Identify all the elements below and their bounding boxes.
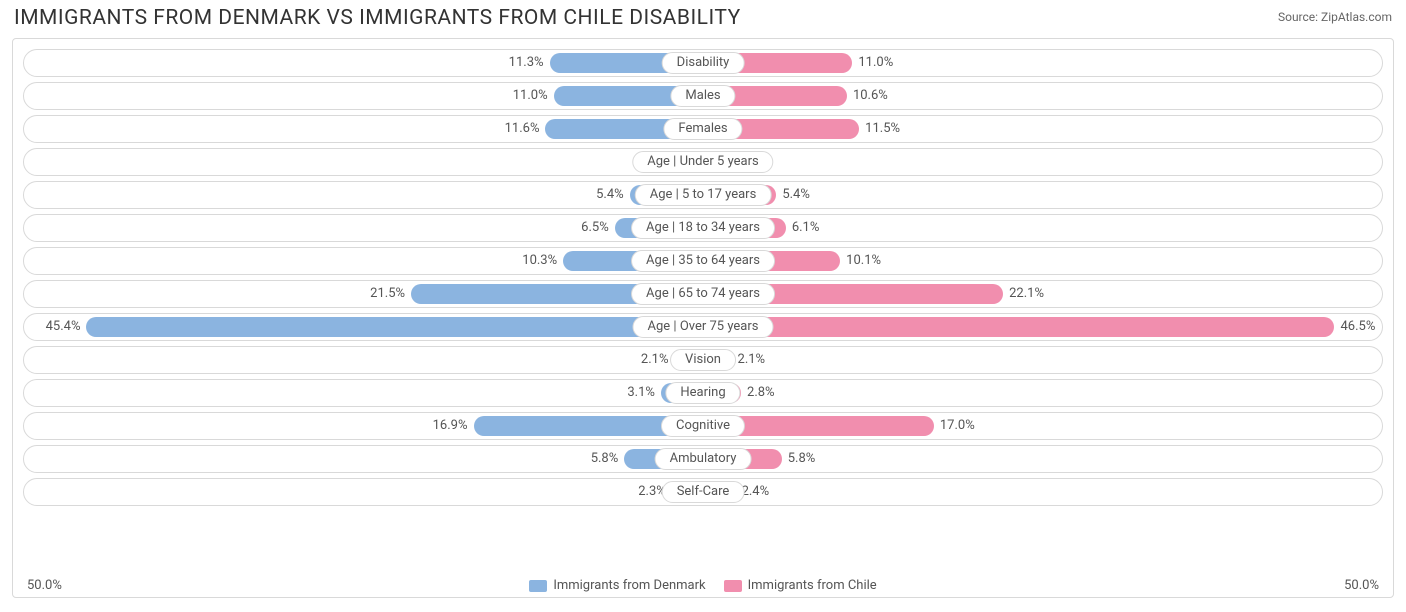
row-category-label: Age | 5 to 17 years bbox=[635, 184, 772, 206]
row-category-label: Self-Care bbox=[662, 481, 745, 503]
row-category-label: Age | 65 to 74 years bbox=[631, 283, 775, 305]
row-category-label: Females bbox=[663, 118, 742, 140]
value-label-left: 5.8% bbox=[591, 446, 625, 472]
value-label-left: 6.5% bbox=[581, 215, 615, 241]
row-track: 2.3%2.4%Self-Care bbox=[23, 478, 1383, 506]
value-label-right: 11.5% bbox=[859, 116, 900, 142]
value-label-right: 2.1% bbox=[732, 347, 766, 373]
row-category-label: Age | 35 to 64 years bbox=[631, 250, 775, 272]
row-track: 3.1% 2.8%Hearing bbox=[23, 379, 1383, 407]
row-track: 11.6% 11.5% Females bbox=[23, 115, 1383, 143]
row-track: 6.5% 6.1% Age | 18 to 34 years bbox=[23, 214, 1383, 242]
chart-frame: 11.3% 11.0% Disability 11.0% 10.6% Males 11.6%… bbox=[12, 38, 1394, 598]
value-label-right: 17.0% bbox=[934, 413, 975, 439]
row-category-label: Age | Under 5 years bbox=[632, 151, 773, 173]
chart-rows: 11.3% 11.0% Disability 11.0% 10.6% Males 11.6%… bbox=[23, 49, 1383, 572]
row-track: 2.1%2.1%Vision bbox=[23, 346, 1383, 374]
row-category-label: Ambulatory bbox=[655, 448, 752, 470]
legend-swatch-left bbox=[529, 580, 547, 592]
row-track: 5.8% 5.8% Ambulatory bbox=[23, 445, 1383, 473]
value-label-right: 10.1% bbox=[840, 248, 881, 274]
row-track: 1.1%1.3%Age | Under 5 years bbox=[23, 148, 1383, 176]
value-label-left: 11.6% bbox=[505, 116, 546, 142]
value-label-right: 10.6% bbox=[847, 83, 888, 109]
bar-left bbox=[86, 317, 703, 337]
value-label-right: 11.0% bbox=[852, 50, 893, 76]
value-label-right: 2.8% bbox=[741, 380, 775, 406]
value-label-left: 16.9% bbox=[433, 413, 474, 439]
legend-item-right: Immigrants from Chile bbox=[724, 578, 877, 593]
chart-title: IMMIGRANTS FROM DENMARK VS IMMIGRANTS FR… bbox=[14, 6, 741, 30]
row-category-label: Cognitive bbox=[661, 415, 745, 437]
row-track: 45.4% 46.5% Age | Over 75 years bbox=[23, 313, 1383, 341]
value-label-left: 21.5% bbox=[370, 281, 411, 307]
chart-footer: 50.0% Immigrants from Denmark Immigrants… bbox=[23, 572, 1383, 593]
value-label-right: 5.4% bbox=[776, 182, 810, 208]
row-track: 11.0% 10.6% Males bbox=[23, 82, 1383, 110]
value-label-left: 10.3% bbox=[522, 248, 563, 274]
row-category-label: Age | Over 75 years bbox=[633, 316, 774, 338]
value-label-right: 5.8% bbox=[782, 446, 816, 472]
row-category-label: Vision bbox=[670, 349, 736, 371]
legend-swatch-right bbox=[724, 580, 742, 592]
value-label-left: 11.0% bbox=[513, 83, 554, 109]
chart-source: Source: ZipAtlas.com bbox=[1278, 6, 1392, 24]
axis-label-left: 50.0% bbox=[27, 578, 62, 593]
row-track: 10.3% 10.1% Age | 35 to 64 years bbox=[23, 247, 1383, 275]
row-track: 21.5% 22.1% Age | 65 to 74 years bbox=[23, 280, 1383, 308]
value-label-right: 6.1% bbox=[786, 215, 820, 241]
row-track: 5.4% 5.4%Age | 5 to 17 years bbox=[23, 181, 1383, 209]
row-track: 11.3% 11.0% Disability bbox=[23, 49, 1383, 77]
legend-item-left: Immigrants from Denmark bbox=[529, 578, 705, 593]
legend-label-right: Immigrants from Chile bbox=[748, 578, 877, 593]
bar-right bbox=[703, 317, 1334, 337]
row-category-label: Age | 18 to 34 years bbox=[631, 217, 775, 239]
value-label-left: 5.4% bbox=[596, 182, 630, 208]
row-category-label: Disability bbox=[662, 52, 745, 74]
value-label-right: 22.1% bbox=[1003, 281, 1044, 307]
value-label-left: 11.3% bbox=[509, 50, 550, 76]
row-category-label: Hearing bbox=[665, 382, 740, 404]
legend: Immigrants from Denmark Immigrants from … bbox=[62, 578, 1344, 593]
legend-label-left: Immigrants from Denmark bbox=[553, 578, 705, 593]
row-category-label: Males bbox=[670, 85, 735, 107]
row-track: 16.9% 17.0% Cognitive bbox=[23, 412, 1383, 440]
value-label-left: 45.4% bbox=[46, 314, 87, 340]
axis-label-right: 50.0% bbox=[1344, 578, 1379, 593]
value-label-left: 3.1% bbox=[627, 380, 661, 406]
value-label-right: 46.5% bbox=[1334, 314, 1375, 340]
